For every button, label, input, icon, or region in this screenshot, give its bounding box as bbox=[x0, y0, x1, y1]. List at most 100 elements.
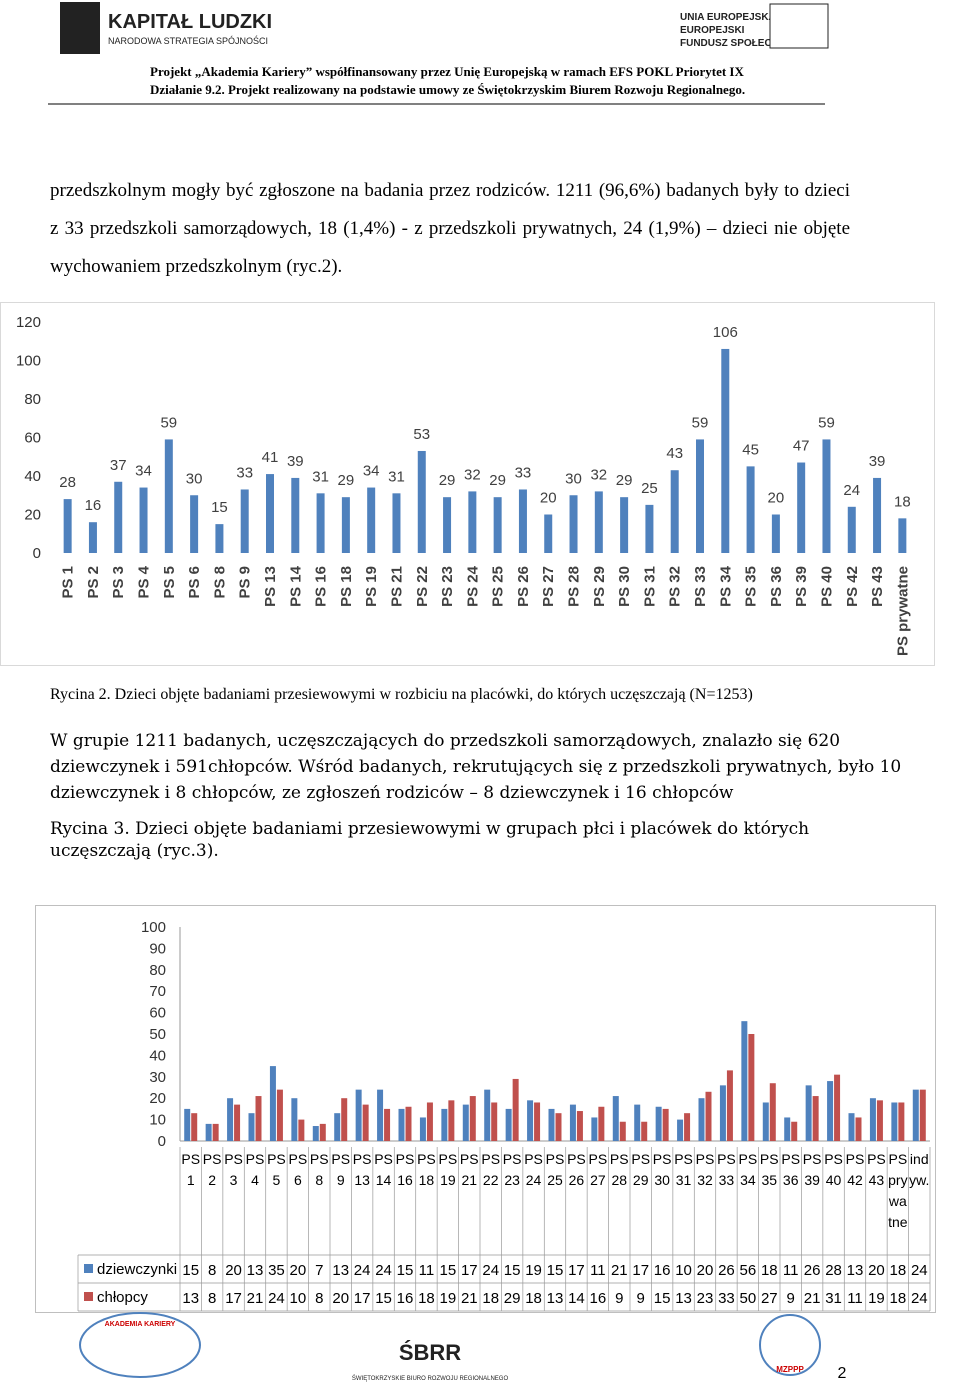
y-tick-label: 120 bbox=[16, 314, 41, 331]
bar bbox=[443, 497, 452, 553]
table-value: 9 bbox=[637, 1290, 645, 1307]
bar bbox=[367, 487, 376, 553]
table-value: 16 bbox=[654, 1262, 671, 1279]
x-tick-label: PS 36 bbox=[781, 1151, 801, 1188]
eu-flag bbox=[769, 3, 829, 49]
x-tick-label: PS 14 bbox=[374, 1151, 393, 1188]
y-tick-label: 20 bbox=[24, 507, 41, 524]
x-tick-label: PS 13 bbox=[352, 1151, 372, 1188]
table-value: 15 bbox=[397, 1262, 414, 1279]
bar bbox=[746, 466, 755, 553]
table-value: 16 bbox=[397, 1290, 414, 1307]
value-label: 30 bbox=[565, 470, 582, 487]
category-cell: PS 34 bbox=[738, 1151, 758, 1188]
x-tick-label: PS 29 bbox=[591, 566, 608, 607]
bar bbox=[312, 1126, 319, 1141]
category-cell: PS 33 bbox=[717, 1151, 736, 1188]
x-tick-label: PS 23 bbox=[439, 566, 456, 607]
x-tick-label: PS 3 bbox=[224, 1151, 243, 1188]
table-value: 15 bbox=[654, 1290, 671, 1307]
bar bbox=[319, 1123, 326, 1141]
table-value: 9 bbox=[787, 1290, 795, 1307]
bar bbox=[847, 506, 856, 553]
value-label: 59 bbox=[818, 414, 835, 431]
category-cell: PS 29 bbox=[631, 1151, 650, 1188]
bar bbox=[384, 1108, 391, 1141]
bar bbox=[726, 1070, 733, 1141]
bar bbox=[898, 518, 907, 553]
x-tick-label: PS 32 bbox=[695, 1151, 715, 1188]
value-label: 39 bbox=[287, 453, 304, 470]
value-label: 29 bbox=[489, 472, 506, 489]
value-label: 30 bbox=[186, 470, 203, 487]
x-tick-label: PS 9 bbox=[237, 566, 254, 599]
table-value: 17 bbox=[354, 1290, 371, 1307]
x-tick-label: PS 28 bbox=[566, 566, 583, 607]
value-label: 47 bbox=[793, 438, 810, 455]
bar bbox=[741, 1021, 748, 1141]
x-tick-label: PS 24 bbox=[464, 565, 481, 607]
bar bbox=[670, 470, 679, 553]
category-cell: PS 21 bbox=[460, 1151, 479, 1188]
bar bbox=[805, 1085, 812, 1141]
value-label: 106 bbox=[713, 324, 738, 341]
value-label: 45 bbox=[742, 441, 759, 458]
value-label: 34 bbox=[135, 463, 152, 480]
bar bbox=[534, 1102, 541, 1141]
bar bbox=[784, 1117, 791, 1141]
category-cell: PS 14 bbox=[374, 1151, 393, 1188]
bar bbox=[248, 1113, 255, 1141]
category-cell: PS prywatne bbox=[888, 1151, 907, 1230]
bar bbox=[392, 493, 401, 553]
x-tick-label: PS 4 bbox=[245, 1151, 265, 1188]
value-label: 37 bbox=[110, 457, 127, 474]
bar bbox=[576, 1111, 583, 1141]
x-tick-label: PS 25 bbox=[545, 1151, 565, 1188]
table-value: 11 bbox=[847, 1290, 863, 1307]
x-tick-label: PS 6 bbox=[186, 566, 203, 599]
bar bbox=[448, 1100, 455, 1141]
x-tick-label: PS 36 bbox=[768, 566, 785, 607]
value-label: 39 bbox=[869, 453, 886, 470]
logo-text: EUROPEJSKI bbox=[680, 25, 745, 36]
x-tick-label: PS 2 bbox=[85, 566, 102, 599]
logo-subtitle: NARODOWA STRATEGIA SPÓJNOŚCI bbox=[108, 35, 268, 46]
table-value: 56 bbox=[740, 1262, 757, 1279]
bar bbox=[762, 1102, 769, 1141]
table-value: 21 bbox=[461, 1290, 478, 1307]
x-tick-label: PS 28 bbox=[609, 1151, 629, 1188]
category-cell: PS 4 bbox=[245, 1151, 265, 1188]
x-tick-label: PS 42 bbox=[845, 1151, 865, 1188]
category-cell: PS 19 bbox=[438, 1151, 458, 1188]
bar bbox=[291, 1098, 298, 1141]
x-tick-label: PS 19 bbox=[438, 1151, 458, 1188]
table-value: 18 bbox=[418, 1290, 435, 1307]
bar bbox=[63, 499, 72, 553]
x-tick-label: indyw. bbox=[909, 1151, 930, 1188]
table-value: 20 bbox=[290, 1262, 307, 1279]
bar bbox=[316, 493, 325, 553]
bar bbox=[240, 489, 249, 553]
value-label: 31 bbox=[388, 468, 405, 485]
bar bbox=[620, 497, 629, 553]
table-value: 13 bbox=[675, 1290, 692, 1307]
logo-text: ŚBRR bbox=[399, 1340, 461, 1365]
table-value: 26 bbox=[718, 1262, 735, 1279]
bar bbox=[426, 1102, 433, 1141]
y-tick-label: 80 bbox=[149, 962, 166, 979]
bar bbox=[822, 439, 831, 553]
category-cell: PS 9 bbox=[331, 1151, 350, 1188]
value-label: 29 bbox=[338, 472, 355, 489]
x-tick-label: PS 34 bbox=[738, 1151, 758, 1188]
bar bbox=[544, 514, 553, 553]
x-tick-label: PS 6 bbox=[288, 1151, 308, 1188]
table-value: 21 bbox=[804, 1290, 821, 1307]
logo-text: AKADEMIA KARIERY bbox=[105, 1321, 176, 1328]
value-label: 24 bbox=[843, 482, 860, 499]
x-tick-label: PS 14 bbox=[287, 565, 304, 607]
value-label: 59 bbox=[692, 414, 709, 431]
x-tick-label: PS 31 bbox=[641, 566, 658, 607]
bar bbox=[205, 1123, 212, 1141]
bar bbox=[684, 1113, 691, 1141]
